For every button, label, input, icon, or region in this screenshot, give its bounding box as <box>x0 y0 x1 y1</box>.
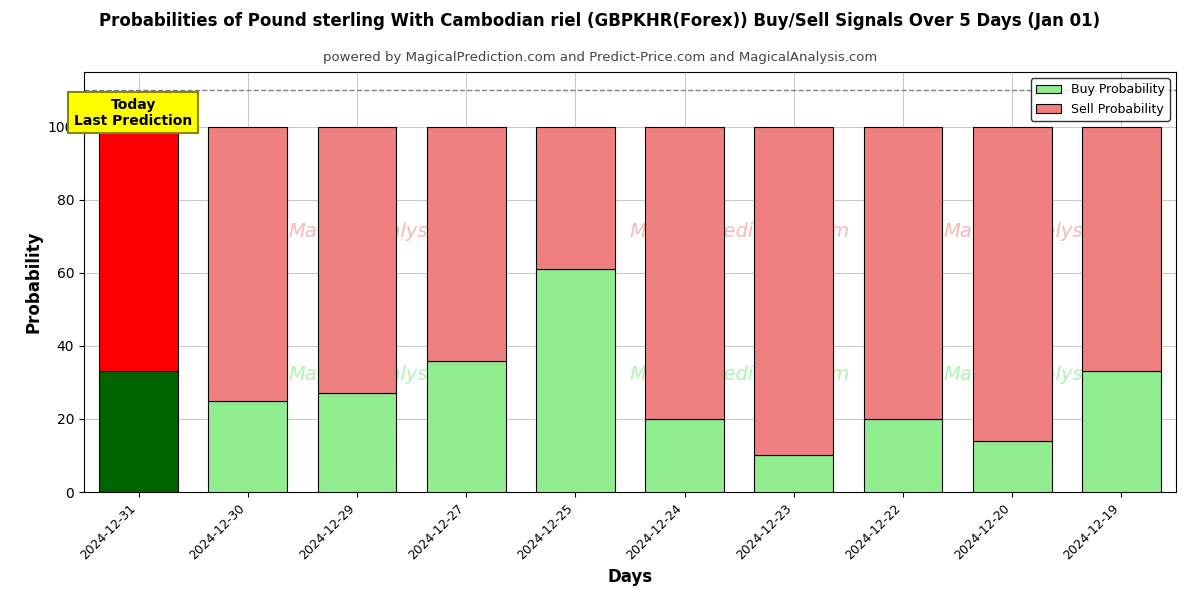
Bar <box>209 401 287 492</box>
Bar <box>536 269 614 492</box>
Bar <box>864 419 942 492</box>
Bar <box>427 361 505 492</box>
Text: MagicalAnalysis.com: MagicalAnalysis.com <box>288 222 491 241</box>
Text: MagicalAnalysis.com: MagicalAnalysis.com <box>288 365 491 384</box>
Bar <box>646 419 724 492</box>
Bar <box>209 127 287 401</box>
Text: powered by MagicalPrediction.com and Predict-Price.com and MagicalAnalysis.com: powered by MagicalPrediction.com and Pre… <box>323 51 877 64</box>
Bar <box>318 127 396 394</box>
Bar <box>100 127 178 371</box>
Y-axis label: Probability: Probability <box>24 231 42 333</box>
Bar <box>973 441 1051 492</box>
Bar <box>755 127 833 455</box>
Bar <box>427 127 505 361</box>
Text: Today
Last Prediction: Today Last Prediction <box>74 98 192 128</box>
X-axis label: Days: Days <box>607 568 653 586</box>
Bar <box>646 127 724 419</box>
Bar <box>973 127 1051 441</box>
Text: Probabilities of Pound sterling With Cambodian riel (GBPKHR(Forex)) Buy/Sell Sig: Probabilities of Pound sterling With Cam… <box>100 12 1100 30</box>
Bar <box>1082 371 1160 492</box>
Text: MagicalPrediction.com: MagicalPrediction.com <box>629 365 850 384</box>
Bar <box>864 127 942 419</box>
Bar <box>318 394 396 492</box>
Text: MagicalAnalysis.com: MagicalAnalysis.com <box>943 222 1146 241</box>
Bar <box>755 455 833 492</box>
Bar <box>1082 127 1160 371</box>
Text: MagicalAnalysis.com: MagicalAnalysis.com <box>943 365 1146 384</box>
Bar <box>536 127 614 269</box>
Legend: Buy Probability, Sell Probability: Buy Probability, Sell Probability <box>1031 78 1170 121</box>
Text: MagicalPrediction.com: MagicalPrediction.com <box>629 222 850 241</box>
Bar <box>100 371 178 492</box>
